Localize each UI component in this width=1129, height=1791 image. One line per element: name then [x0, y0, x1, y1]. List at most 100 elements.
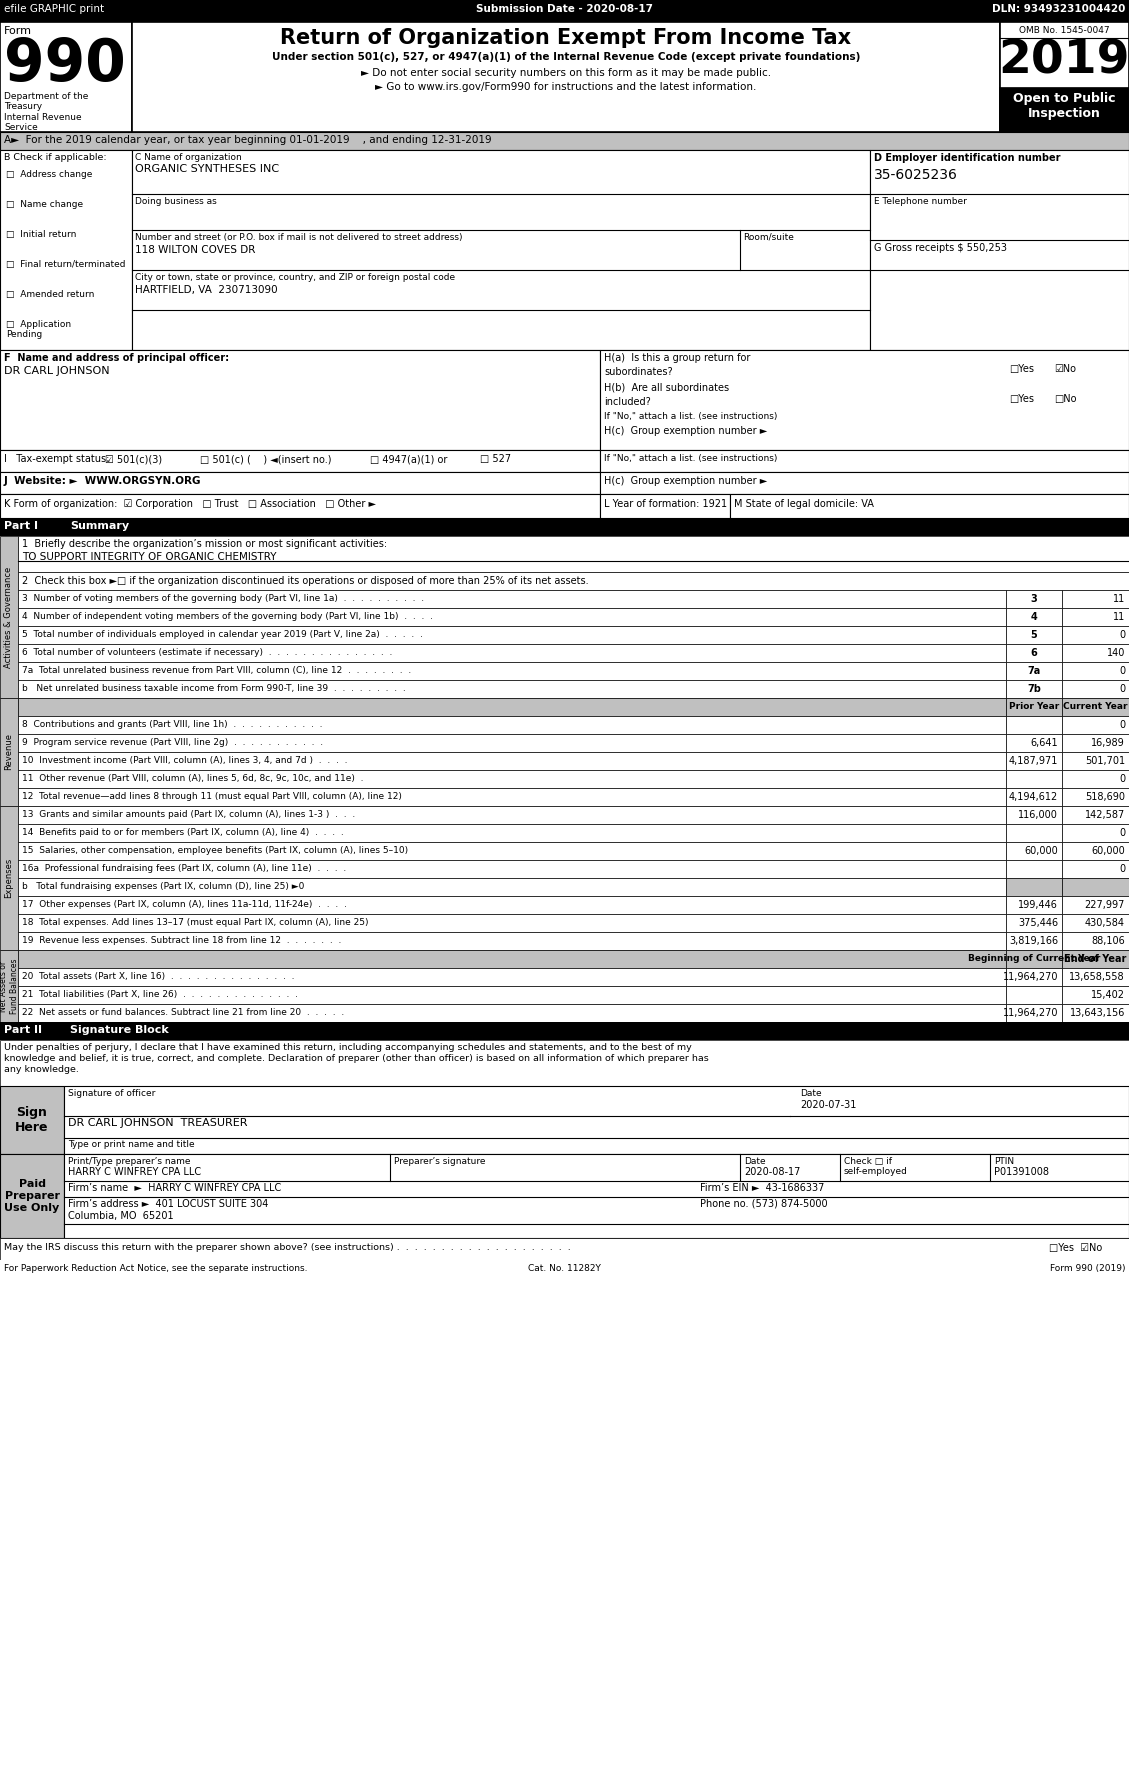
Bar: [1062, 607, 1129, 627]
Text: Sign
Here: Sign Here: [16, 1107, 49, 1134]
Bar: [18, 536, 1129, 571]
Text: 140: 140: [1106, 648, 1124, 657]
Text: Doing business as: Doing business as: [135, 197, 217, 206]
Text: ORGANIC SYNTHESES INC: ORGANIC SYNTHESES INC: [135, 165, 279, 174]
Bar: [18, 1005, 1006, 1023]
Text: C Name of organization: C Name of organization: [135, 152, 242, 161]
Text: 0: 0: [1119, 827, 1124, 838]
Text: □Yes: □Yes: [1009, 394, 1034, 405]
Text: Date: Date: [744, 1157, 765, 1166]
Text: 4,187,971: 4,187,971: [1008, 756, 1058, 767]
Text: May the IRS discuss this return with the preparer shown above? (see instructions: May the IRS discuss this return with the…: [5, 1243, 571, 1252]
Bar: [18, 931, 1006, 949]
Bar: [18, 698, 1006, 716]
Bar: [132, 150, 870, 349]
Text: 14  Benefits paid to or for members (Part IX, column (A), line 4)  .  .  .  .: 14 Benefits paid to or for members (Part…: [21, 827, 343, 836]
Text: efile GRAPHIC print: efile GRAPHIC print: [5, 4, 104, 14]
Text: □No: □No: [1054, 394, 1076, 405]
Text: If "No," attach a list. (see instructions): If "No," attach a list. (see instruction…: [604, 412, 778, 421]
Bar: [18, 645, 1006, 663]
Text: H(c)  Group exemption number ►: H(c) Group exemption number ►: [604, 476, 768, 485]
Text: 7a: 7a: [1027, 666, 1041, 675]
Bar: [0, 1085, 64, 1153]
Text: 3: 3: [1031, 595, 1038, 604]
Bar: [1062, 770, 1129, 788]
Bar: [18, 878, 1006, 896]
Text: P01391008: P01391008: [994, 1168, 1049, 1177]
Bar: [1062, 842, 1129, 860]
Bar: [18, 913, 1006, 931]
Text: □ 527: □ 527: [480, 453, 511, 464]
Bar: [1062, 788, 1129, 806]
Text: □ 4947(a)(1) or: □ 4947(a)(1) or: [370, 453, 447, 464]
Bar: [599, 473, 1129, 494]
Text: For Paperwork Reduction Act Notice, see the separate instructions.: For Paperwork Reduction Act Notice, see …: [5, 1264, 307, 1273]
Bar: [1062, 734, 1129, 752]
Bar: [18, 607, 1006, 627]
Bar: [1006, 698, 1062, 716]
Bar: [18, 734, 1006, 752]
Bar: [1062, 913, 1129, 931]
Text: 990: 990: [5, 36, 125, 93]
Text: 6  Total number of volunteers (estimate if necessary)  .  .  .  .  .  .  .  .  .: 6 Total number of volunteers (estimate i…: [21, 648, 393, 657]
Text: Under section 501(c), 527, or 4947(a)(1) of the Internal Revenue Code (except pr: Under section 501(c), 527, or 4947(a)(1)…: [272, 52, 860, 63]
Bar: [0, 806, 18, 949]
Bar: [1062, 824, 1129, 842]
Bar: [1006, 645, 1062, 663]
Text: b   Total fundraising expenses (Part IX, column (D), line 25) ►0: b Total fundraising expenses (Part IX, c…: [21, 881, 305, 890]
Text: H(b)  Are all subordinates: H(b) Are all subordinates: [604, 383, 729, 392]
Bar: [1006, 734, 1062, 752]
Text: Firm’s name  ►  HARRY C WINFREY CPA LLC: Firm’s name ► HARRY C WINFREY CPA LLC: [68, 1184, 281, 1193]
Bar: [18, 788, 1006, 806]
Text: 19  Revenue less expenses. Subtract line 18 from line 12  .  .  .  .  .  .  .: 19 Revenue less expenses. Subtract line …: [21, 937, 341, 946]
Bar: [18, 967, 1006, 987]
Text: 116,000: 116,000: [1018, 810, 1058, 820]
Text: Paid
Preparer
Use Only: Paid Preparer Use Only: [5, 1180, 60, 1213]
Text: Number and street (or P.O. box if mail is not delivered to street address): Number and street (or P.O. box if mail i…: [135, 233, 463, 242]
Text: Cat. No. 11282Y: Cat. No. 11282Y: [527, 1264, 601, 1273]
Text: 12  Total revenue—add lines 8 through 11 (must equal Part VIII, column (A), line: 12 Total revenue—add lines 8 through 11 …: [21, 792, 402, 801]
Text: 0: 0: [1119, 666, 1124, 675]
Text: M State of legal domicile: VA: M State of legal domicile: VA: [734, 500, 874, 509]
Text: D Employer identification number: D Employer identification number: [874, 152, 1060, 163]
Bar: [0, 1238, 1129, 1261]
Bar: [1006, 878, 1062, 896]
Bar: [1006, 607, 1062, 627]
Bar: [18, 987, 1006, 1005]
Text: Part I: Part I: [5, 521, 38, 530]
Text: Phone no. (573) 874-5000: Phone no. (573) 874-5000: [700, 1198, 828, 1209]
Bar: [1062, 806, 1129, 824]
Text: 16a  Professional fundraising fees (Part IX, column (A), line 11e)  .  .  .  .: 16a Professional fundraising fees (Part …: [21, 863, 347, 872]
Text: 2020-07-31: 2020-07-31: [800, 1100, 857, 1110]
Text: PTIN: PTIN: [994, 1157, 1014, 1166]
Text: Preparer’s signature: Preparer’s signature: [394, 1157, 485, 1166]
Bar: [1062, 589, 1129, 607]
Text: L Year of formation: 1921: L Year of formation: 1921: [604, 500, 727, 509]
Text: 13,643,156: 13,643,156: [1069, 1008, 1124, 1017]
Bar: [1062, 1005, 1129, 1023]
Text: Date: Date: [800, 1089, 822, 1098]
Bar: [18, 571, 1129, 589]
Bar: [18, 824, 1006, 842]
Bar: [730, 494, 1129, 518]
Text: F  Name and address of principal officer:: F Name and address of principal officer:: [5, 353, 229, 364]
Text: DLN: 93493231004420: DLN: 93493231004420: [991, 4, 1124, 14]
Text: 22  Net assets or fund balances. Subtract line 21 from line 20  .  .  .  .  .: 22 Net assets or fund balances. Subtract…: [21, 1008, 344, 1017]
Text: 11  Other revenue (Part VIII, column (A), lines 5, 6d, 8c, 9c, 10c, and 11e)  .: 11 Other revenue (Part VIII, column (A),…: [21, 774, 364, 783]
Text: 15  Salaries, other compensation, employee benefits (Part IX, column (A), lines : 15 Salaries, other compensation, employe…: [21, 845, 408, 854]
Text: 13,658,558: 13,658,558: [1069, 973, 1124, 981]
Text: Firm’s address ►  401 LOCUST SUITE 304: Firm’s address ► 401 LOCUST SUITE 304: [68, 1198, 269, 1209]
Text: 10  Investment income (Part VIII, column (A), lines 3, 4, and 7d )  .  .  .  .: 10 Investment income (Part VIII, column …: [21, 756, 348, 765]
Text: Prior Year: Prior Year: [1009, 702, 1059, 711]
Bar: [0, 450, 599, 473]
Text: K Form of organization:  ☑ Corporation   □ Trust   □ Association   □ Other ►: K Form of organization: ☑ Corporation □ …: [5, 500, 376, 509]
Text: 0: 0: [1119, 774, 1124, 784]
Text: J  Website: ►  WWW.ORGSYN.ORG: J Website: ► WWW.ORGSYN.ORG: [5, 476, 201, 485]
Bar: [1006, 716, 1062, 734]
Text: 142,587: 142,587: [1085, 810, 1124, 820]
Text: □  Initial return: □ Initial return: [6, 229, 77, 238]
Bar: [1062, 627, 1129, 645]
Bar: [18, 896, 1006, 913]
Text: 3  Number of voting members of the governing body (Part VI, line 1a)  .  .  .  .: 3 Number of voting members of the govern…: [21, 595, 425, 604]
Text: b   Net unrelated business taxable income from Form 990-T, line 39  .  .  .  .  : b Net unrelated business taxable income …: [21, 684, 405, 693]
